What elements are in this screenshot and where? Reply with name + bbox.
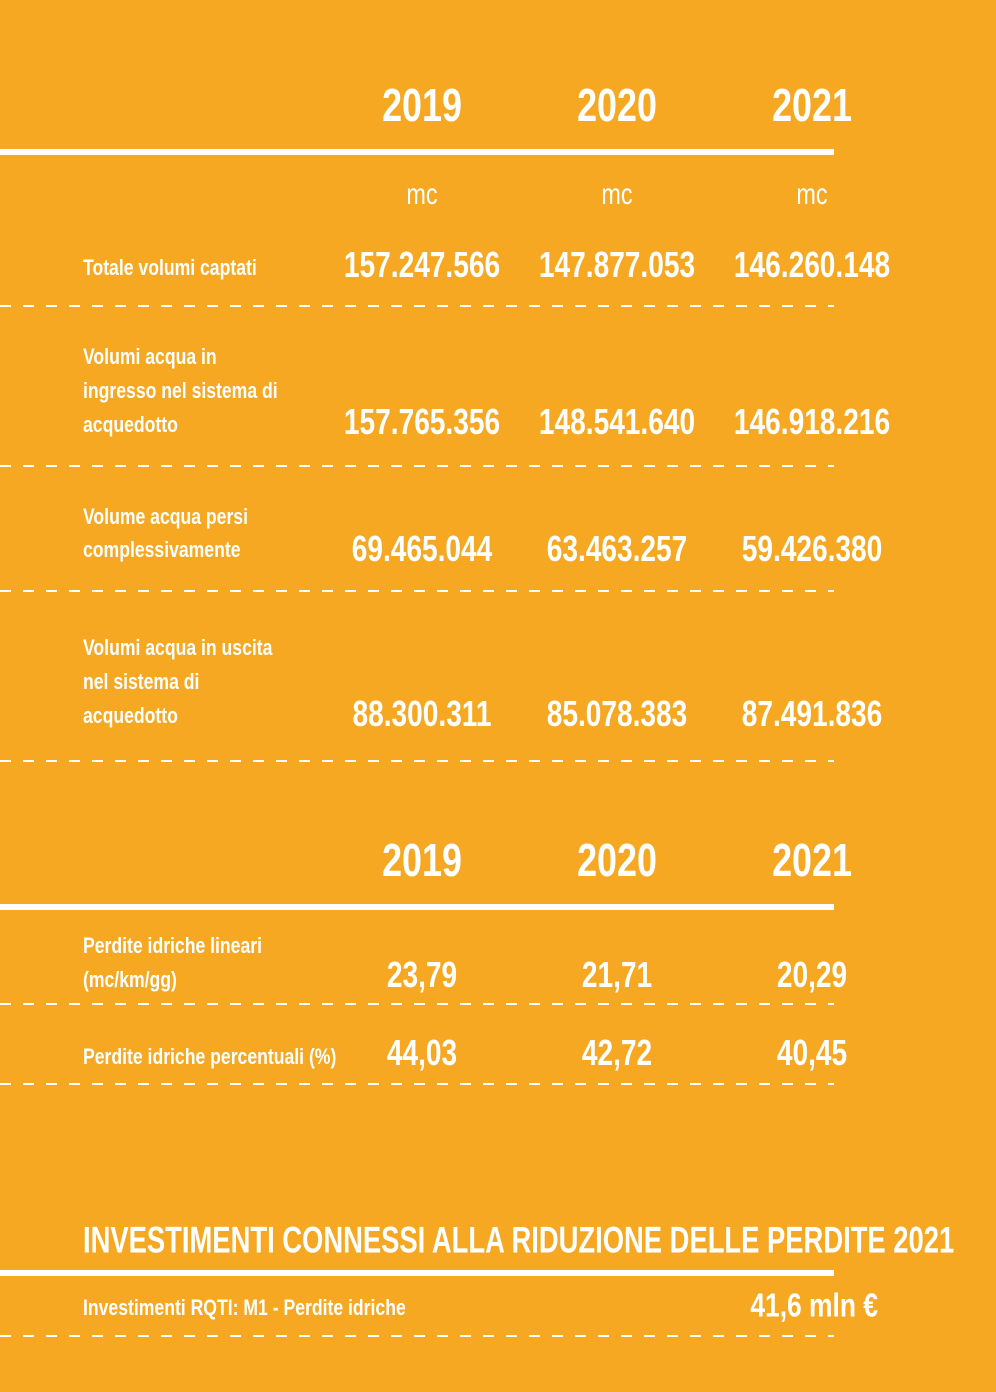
cell-value: 69.465.044	[351, 528, 493, 569]
cell-value: 59.426.380	[741, 528, 883, 569]
cell-value: 23,79	[386, 954, 458, 995]
unit: mc	[406, 178, 438, 211]
cell-value: 42,72	[581, 1032, 653, 1073]
row-divider	[0, 305, 834, 307]
row-label: Investimenti RQTI: M1 - Perdite idriche	[83, 1295, 406, 1320]
cell-value: 88.300.311	[352, 693, 492, 734]
unit: mc	[796, 178, 828, 211]
row-label: nel sistema di	[83, 669, 200, 694]
cell-value: 21,71	[581, 954, 653, 995]
year-header: 2021	[772, 79, 852, 131]
row-label: Volume acqua persi	[83, 504, 248, 529]
row-divider	[0, 1003, 834, 1005]
row-label: ingresso nel sistema di	[83, 378, 278, 403]
cell-value: 146.260.148	[733, 244, 891, 285]
row-label: Totale volumi captati	[83, 255, 257, 280]
cell-value: 157.247.566	[343, 244, 501, 285]
cell-value: 146.918.216	[733, 401, 891, 442]
row-label: Perdite idriche percentuali (%)	[83, 1044, 337, 1069]
year-header: 2019	[382, 834, 462, 886]
row-divider	[0, 760, 834, 762]
cell-value: 87.491.836	[741, 693, 883, 734]
year-header: 2019	[382, 79, 462, 131]
row-label: Volumi acqua in uscita	[83, 635, 273, 660]
header-rule	[0, 149, 834, 155]
cell-value: 41,6 mln €	[750, 1286, 878, 1324]
row-divider	[0, 465, 834, 467]
cell-value: 63.463.257	[546, 528, 688, 569]
cell-value: 40,45	[776, 1032, 848, 1073]
row-label: (mc/km/gg)	[83, 967, 177, 992]
header-rule	[0, 1270, 834, 1276]
year-header: 2021	[772, 834, 852, 886]
row-divider	[0, 1083, 834, 1085]
cell-value: 44,03	[386, 1032, 458, 1073]
cell-value: 148.541.640	[538, 401, 696, 442]
cell-value: 157.765.356	[343, 401, 501, 442]
cell-value: 85.078.383	[546, 693, 688, 734]
row-divider	[0, 590, 834, 592]
year-header: 2020	[577, 834, 657, 886]
header-rule	[0, 904, 834, 910]
row-label: acquedotto	[83, 703, 178, 728]
unit: mc	[601, 178, 633, 211]
row-divider	[0, 1335, 834, 1337]
section-title: INVESTIMENTI CONNESSI ALLA RIDUZIONE DEL…	[83, 1219, 955, 1261]
row-label: acquedotto	[83, 412, 178, 437]
year-header: 2020	[577, 79, 657, 131]
row-label: Volumi acqua in	[83, 344, 217, 369]
row-label: Perdite idriche lineari	[83, 933, 262, 958]
cell-value: 147.877.053	[538, 244, 696, 285]
cell-value: 20,29	[776, 954, 848, 995]
row-label: complessivamente	[83, 537, 241, 562]
